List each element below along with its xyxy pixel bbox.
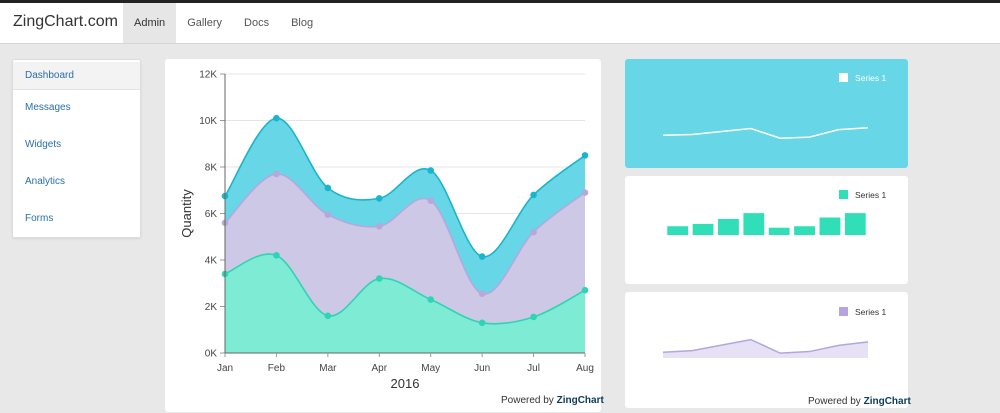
powered-by-brand: ZingChart (556, 395, 604, 406)
y-tick-label: 6K (205, 209, 218, 220)
powered-by-label[interactable]: Powered by ZingChart (808, 396, 911, 407)
y-axis-title: Quantity (179, 189, 194, 238)
sparkline-area-chart[interactable]: Series 1 (625, 292, 908, 408)
y-tick-label: 2K (205, 302, 218, 313)
data-point-purple (478, 290, 486, 298)
sparkline-area-panel: Series 1 Powered by ZingChart (625, 292, 911, 408)
data-point-purple (273, 170, 280, 178)
sidebar-item-dashboard[interactable]: Dashboard (13, 62, 140, 90)
nav-item-docs[interactable]: Docs (244, 17, 270, 29)
sparkline-line-chart[interactable]: Series 1 (625, 59, 908, 168)
bar (692, 223, 714, 235)
data-point-purple (530, 228, 537, 236)
data-point-cyan (273, 114, 280, 122)
data-point-cyan (324, 184, 332, 192)
y-tick-label: 0K (205, 349, 218, 360)
bar (743, 213, 765, 235)
sparkline-bar-panel: Series 1 (625, 176, 908, 284)
panel-background (625, 59, 908, 168)
series-line (662, 338, 869, 354)
data-point-green (581, 286, 589, 294)
y-tick-label: 12K (199, 70, 217, 81)
legend-label: Series 1 (855, 190, 886, 200)
area-line-purple (224, 173, 586, 295)
main-chart-panel: 0K 2K 4K 6K 8K 10K 12K Jan Feb Mar Apr May Jun Jul Aug… (165, 59, 604, 412)
sparkline-line-panel: Series 1 (625, 59, 908, 168)
sidebar-item-forms[interactable]: Forms (25, 213, 54, 224)
data-point-cyan (375, 195, 383, 202)
data-point-green (375, 275, 383, 282)
data-point-green (530, 313, 537, 321)
area-fill-purple (225, 173, 585, 324)
bar (794, 226, 815, 235)
nav-item-gallery[interactable]: Gallery (187, 17, 223, 29)
sidebar-item-messages[interactable]: Messages (25, 102, 71, 113)
bar (844, 213, 866, 235)
data-point-cyan (581, 152, 589, 159)
y-tick-label: 4K (205, 256, 218, 267)
data-point-cyan (478, 253, 486, 260)
powered-by-prefix: Powered by (808, 396, 864, 407)
x-tick-label: Jul (527, 363, 540, 374)
data-point-purple (375, 222, 383, 230)
powered-by-label[interactable]: Powered by ZingChart (501, 395, 604, 406)
sidebar-item-analytics[interactable]: Analytics (25, 176, 66, 187)
powered-by-prefix: Powered by (501, 395, 557, 406)
data-point-green (427, 296, 435, 303)
legend-marker (839, 307, 848, 316)
legend-marker (839, 190, 848, 199)
top-navbar: ZingChart.com Admin Gallery Docs Blog (0, 0, 1000, 44)
data-point-purple (324, 211, 332, 218)
area-fill-green (225, 254, 585, 353)
data-point-purple (581, 189, 589, 196)
x-tick-label: Mar (319, 363, 337, 374)
data-point-green (324, 312, 332, 320)
nav-item-blog[interactable]: Blog (291, 17, 314, 29)
data-point-green (478, 319, 486, 327)
legend-label: Series 1 (855, 307, 886, 317)
series-line (662, 127, 869, 140)
x-tick-label: May (421, 363, 440, 374)
data-point-green (273, 252, 280, 259)
bar (718, 218, 739, 235)
sidebar-menu: Dashboard Messages Widgets Analytics For… (12, 59, 141, 238)
area-fill (663, 339, 868, 358)
data-point-cyan (530, 191, 537, 199)
x-tick-label: Jan (217, 363, 233, 374)
area-line-green (224, 253, 586, 325)
data-point-cyan (427, 167, 435, 174)
bar (667, 226, 689, 235)
brand-logo[interactable]: ZingChart.com (13, 13, 118, 30)
y-tick-label: 10K (199, 116, 217, 127)
x-tick-label: Apr (372, 363, 388, 374)
bar (768, 227, 790, 235)
powered-by-brand: ZingChart (863, 396, 911, 407)
stacked-area-chart[interactable]: 0K 2K 4K 6K 8K 10K 12K Jan Feb Mar Apr May Jun Jul Aug… (165, 59, 601, 412)
legend-label: Series 1 (855, 73, 886, 83)
y-tick-label: 8K (205, 163, 218, 174)
sidebar-item-widgets[interactable]: Widgets (25, 139, 62, 150)
bar (819, 217, 841, 235)
x-tick-label: Jun (474, 363, 490, 374)
area-fill-cyan (225, 118, 585, 295)
legend-marker (839, 73, 848, 82)
x-tick-label: Aug (576, 363, 594, 374)
x-axis-title: 2016 (391, 376, 420, 391)
data-point-purple (427, 197, 435, 205)
sparkline-bar-chart[interactable]: Series 1 (625, 176, 908, 284)
main-nav: Admin Gallery Docs Blog (123, 3, 324, 43)
x-tick-label: Feb (268, 363, 286, 374)
nav-item-admin[interactable]: Admin (123, 3, 177, 43)
